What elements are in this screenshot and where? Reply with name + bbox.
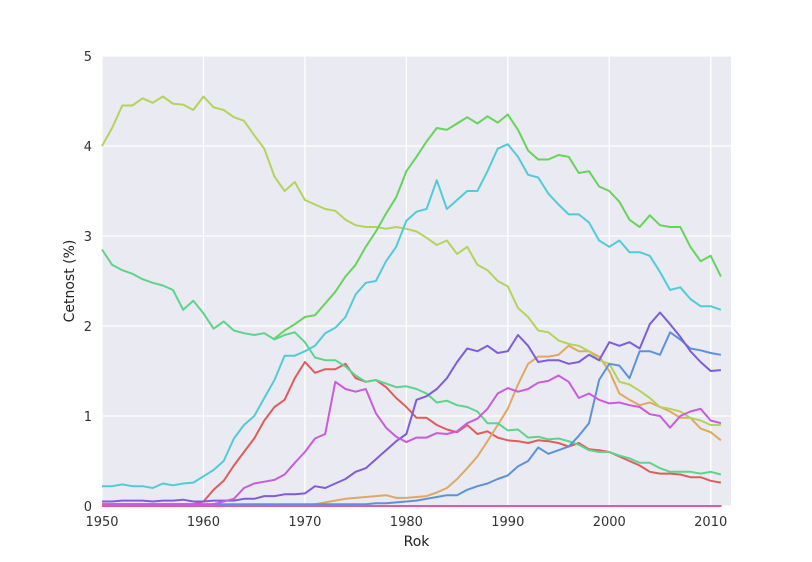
series-line-8 [102,331,722,506]
x-tick-label: 2010 [694,515,727,530]
y-tick-label: 3 [84,230,92,245]
series-line-7 [102,143,722,489]
x-tick-label: 1960 [187,515,220,530]
series-line-6 [101,248,722,476]
series-line-10 [102,374,722,506]
y-tick-label: 5 [84,50,92,65]
y-tick-label: 0 [84,500,92,515]
plot-background [102,56,731,506]
x-tick-label: 2000 [593,515,626,530]
y-axis-ticks: 0 1 2 3 4 5 [84,50,92,515]
x-tick-label: 1990 [491,515,524,530]
x-tick-label: 1970 [288,515,321,530]
x-tick-label: 1980 [390,515,423,530]
y-tick-label: 2 [84,320,92,335]
x-tick-label: 1950 [85,515,118,530]
series-line-5 [273,113,722,340]
series-line-9 [102,311,721,503]
series-line-2 [102,344,722,507]
series-line-1 [102,361,722,506]
y-tick-label: 1 [84,410,92,425]
x-axis-label: Rok [404,534,431,550]
y-tick-label: 4 [84,140,92,155]
y-axis-label: Cetnost (%) [62,240,78,323]
series-line-3 [101,95,721,426]
series-layer [101,95,722,507]
x-axis-ticks: 1950 1960 1970 1980 1990 2000 2010 [85,515,727,530]
